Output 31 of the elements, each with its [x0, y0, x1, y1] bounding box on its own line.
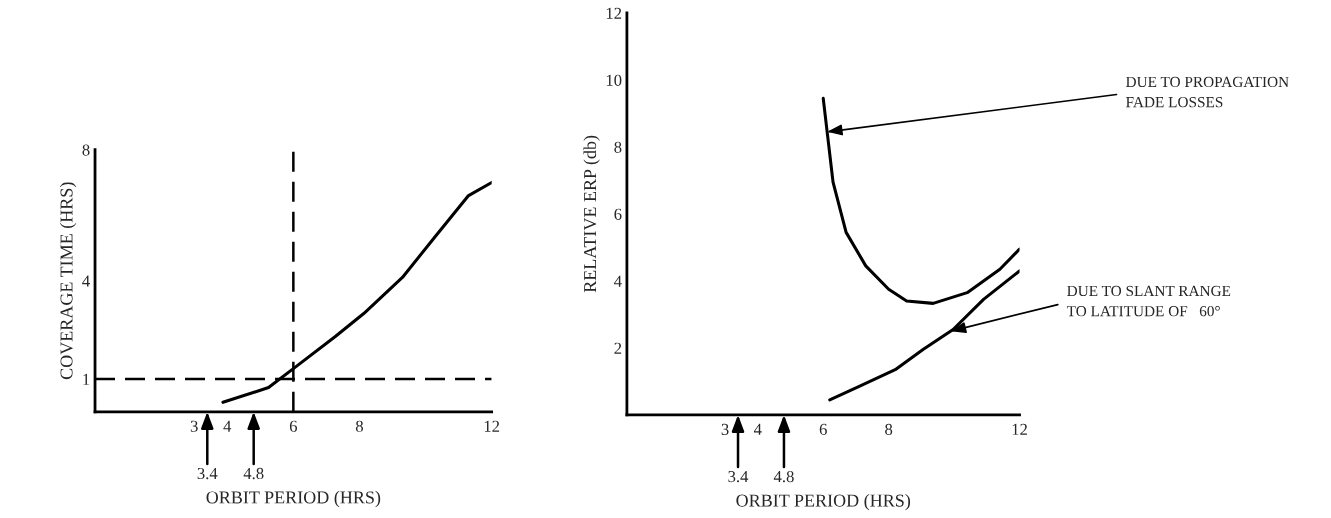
x-tick-label: 6: [819, 423, 827, 435]
x-tick-label: 12: [484, 420, 500, 432]
y-tick-label: 1: [83, 373, 90, 385]
y-tick-label: 12: [606, 7, 622, 19]
y-tick-label: 4: [82, 275, 90, 287]
x-tick-label: 3: [190, 420, 198, 432]
x-tick-label: 4: [223, 420, 232, 432]
y-tick-label: 10: [606, 74, 622, 86]
y-tick-label: 6: [614, 208, 622, 220]
y-tick-label: 2: [614, 342, 622, 354]
y-axis-title: RELATIVE ERP (db): [583, 135, 600, 293]
text: 4.8: [243, 467, 264, 480]
x-tick-label: 4: [753, 423, 762, 435]
y-axis-title: COVERAGE TIME (HRS): [59, 182, 77, 380]
text: 4.8: [773, 470, 794, 483]
y-tick-label: 8: [614, 141, 622, 153]
line-series: [828, 269, 1020, 402]
x-tick-label: 8: [355, 420, 363, 432]
x-tick-label: 3: [721, 423, 729, 435]
text: 3.4: [197, 467, 218, 480]
x-axis-title: ORBIT PERIOD (HRS): [736, 493, 911, 511]
x-tick-label: 8: [885, 423, 893, 435]
line-series: [821, 96, 1020, 305]
text: 3.4: [728, 471, 749, 483]
annotation: DUE TO PROPAGATION FADE LOSSES: [1126, 76, 1289, 108]
y-tick-label: 4: [614, 275, 622, 287]
x-tick-label: 6: [289, 420, 298, 432]
annotation: DUE TO SLANT RANGE TO LATITUDE OF 60°: [1066, 285, 1231, 317]
x-axis-title: ORBIT PERIOD (HRS): [206, 490, 381, 508]
x-tick-label: 12: [1012, 423, 1027, 435]
y-tick-label: 8: [82, 144, 90, 156]
